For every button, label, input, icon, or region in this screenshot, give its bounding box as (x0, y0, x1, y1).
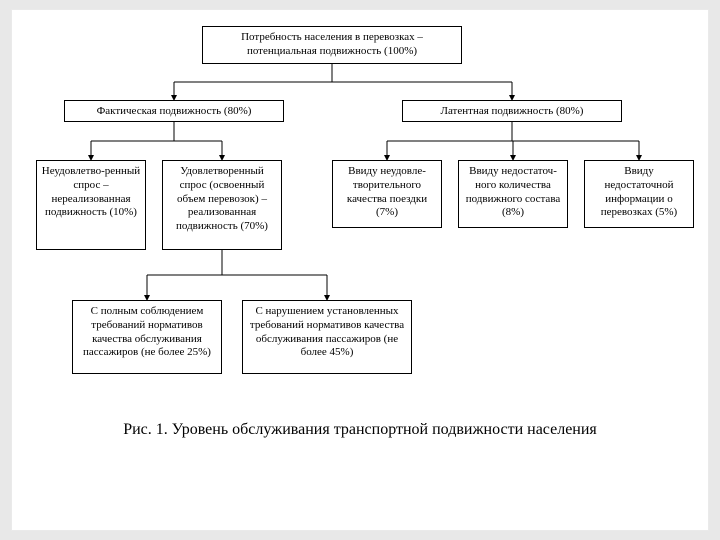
node-viol: С нарушением установленных требований но… (242, 300, 412, 374)
connector-layer (12, 10, 708, 530)
node-info: Ввиду недостаточной информации о перевоз… (584, 160, 694, 228)
node-fact: Фактическая подвижность (80%) (64, 100, 284, 122)
node-unmet: Неудовлетво-ренный спрос – нереализованн… (36, 160, 146, 250)
node-met: Удовлетворенный спрос (освоенный объем п… (162, 160, 282, 250)
node-latent: Латентная подвижность (80%) (402, 100, 622, 122)
node-full: С полным соблюдением требований норматив… (72, 300, 222, 374)
node-fleet: Ввиду недостаточ-ного количества подвижн… (458, 160, 568, 228)
figure-caption: Рис. 1. Уровень обслуживания транспортно… (12, 420, 708, 441)
node-quality: Ввиду неудовле-творительного качества по… (332, 160, 442, 228)
node-root: Потребность населения в перевозках – пот… (202, 26, 462, 64)
diagram-sheet: Потребность населения в перевозках – пот… (12, 10, 708, 530)
